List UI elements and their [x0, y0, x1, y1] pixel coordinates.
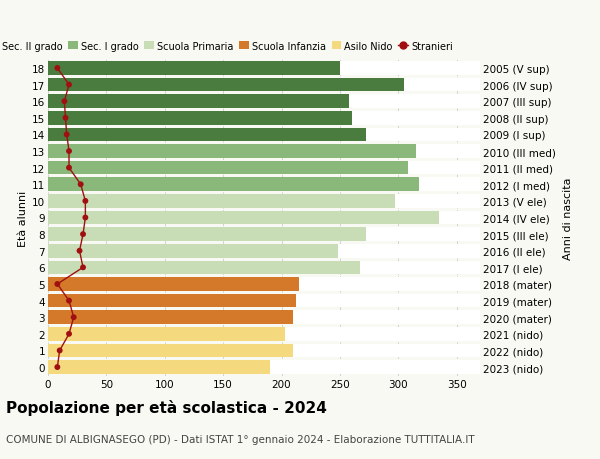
Bar	[48, 145, 416, 158]
Bar	[48, 178, 480, 192]
Bar	[48, 62, 480, 76]
Bar	[48, 95, 480, 109]
Bar	[48, 78, 480, 92]
Point	[80, 198, 90, 205]
Bar	[48, 211, 480, 225]
Bar	[48, 228, 365, 241]
Bar	[48, 112, 352, 125]
Bar	[48, 228, 480, 241]
Point	[53, 281, 62, 288]
Bar	[48, 178, 419, 192]
Bar	[48, 195, 480, 208]
Bar	[48, 344, 480, 358]
Bar	[48, 344, 293, 358]
Point	[78, 264, 88, 271]
Bar	[48, 327, 480, 341]
Bar	[48, 78, 404, 92]
Bar	[48, 244, 480, 258]
Point	[69, 314, 79, 321]
Point	[55, 347, 64, 354]
Bar	[48, 162, 407, 175]
Bar	[48, 95, 349, 109]
Bar	[48, 195, 395, 208]
Point	[64, 330, 74, 338]
Point	[64, 297, 74, 305]
Bar	[48, 129, 365, 142]
Bar	[48, 112, 480, 125]
Point	[78, 231, 88, 238]
Bar	[48, 278, 299, 291]
Bar	[48, 145, 480, 158]
Point	[53, 65, 62, 73]
Bar	[48, 360, 480, 374]
Bar	[48, 129, 480, 142]
Point	[76, 181, 85, 189]
Bar	[48, 62, 340, 76]
Bar	[48, 261, 480, 274]
Point	[61, 115, 70, 122]
Bar	[48, 261, 360, 274]
Bar	[48, 162, 480, 175]
Y-axis label: Anni di nascita: Anni di nascita	[563, 177, 572, 259]
Bar	[48, 327, 285, 341]
Bar	[48, 211, 439, 225]
Text: COMUNE DI ALBIGNASEGO (PD) - Dati ISTAT 1° gennaio 2024 - Elaborazione TUTTITALI: COMUNE DI ALBIGNASEGO (PD) - Dati ISTAT …	[6, 434, 475, 444]
Point	[64, 82, 74, 89]
Point	[59, 98, 69, 106]
Bar	[48, 294, 296, 308]
Point	[53, 364, 62, 371]
Bar	[48, 294, 480, 308]
Text: Popolazione per età scolastica - 2024: Popolazione per età scolastica - 2024	[6, 399, 327, 415]
Point	[62, 131, 71, 139]
Point	[64, 148, 74, 155]
Bar	[48, 311, 480, 325]
Point	[80, 214, 90, 222]
Bar	[48, 278, 480, 291]
Bar	[48, 311, 293, 325]
Point	[64, 165, 74, 172]
Bar	[48, 360, 270, 374]
Bar	[48, 244, 338, 258]
Point	[75, 247, 85, 255]
Y-axis label: Età alunni: Età alunni	[18, 190, 28, 246]
Legend: Sec. II grado, Sec. I grado, Scuola Primaria, Scuola Infanzia, Asilo Nido, Stran: Sec. II grado, Sec. I grado, Scuola Prim…	[0, 42, 453, 52]
